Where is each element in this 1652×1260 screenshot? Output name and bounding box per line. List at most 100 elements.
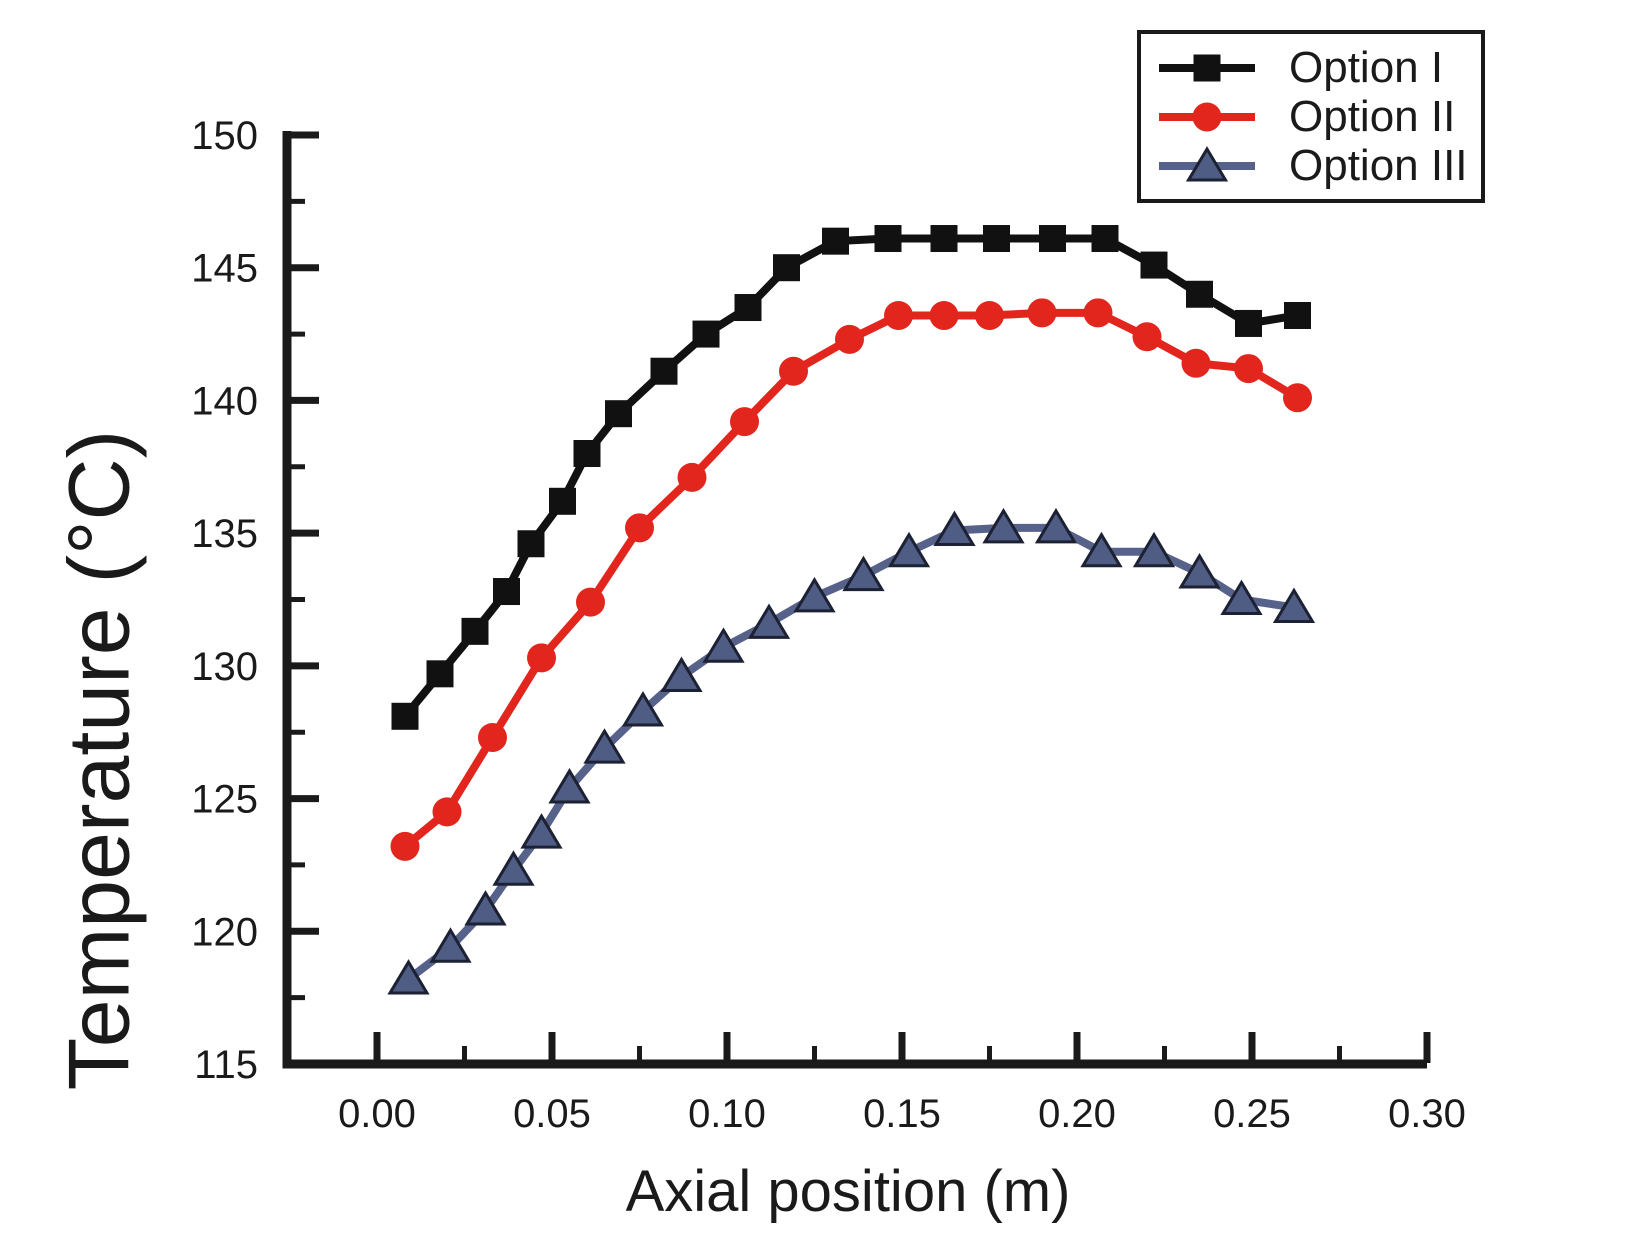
marker-circle	[1027, 298, 1057, 328]
marker-circle	[1083, 298, 1113, 328]
marker-triangle	[1220, 579, 1263, 615]
marker-circle	[884, 300, 913, 330]
series-option-i	[391, 225, 1311, 730]
marker-square	[493, 578, 520, 606]
marker-square	[605, 400, 632, 428]
series-line	[401, 234, 1299, 719]
marker-square	[1091, 225, 1119, 253]
series-option-ii	[390, 298, 1312, 861]
x-tick-label: 0.00	[338, 1092, 416, 1136]
marker-triangle	[1132, 531, 1176, 568]
series-line	[406, 523, 1295, 983]
y-tick-label: 130	[191, 645, 258, 689]
marker-triangle	[583, 728, 626, 764]
marker-circle	[975, 300, 1004, 330]
marker-square	[426, 660, 454, 688]
x-tick-label: 0.15	[863, 1092, 941, 1136]
marker-triangle	[842, 555, 885, 592]
legend-marker-option-ii	[1159, 102, 1255, 131]
legend: Option I Option II Option III	[1137, 30, 1485, 203]
marker-circle	[478, 723, 507, 753]
marker-square	[1284, 301, 1311, 329]
marker-triangle	[1272, 587, 1316, 623]
marker-triangle	[982, 507, 1025, 544]
legend-item: Option II	[1155, 92, 1481, 141]
marker-triangle	[520, 813, 563, 849]
x-axis-title: Axial position (m)	[625, 1159, 1071, 1224]
marker-circle	[1234, 354, 1263, 384]
marker-circle	[390, 831, 420, 861]
y-axis-title: Temperature (°C)	[51, 429, 148, 1091]
x-tick-label: 0.10	[688, 1092, 766, 1136]
marker-square	[549, 487, 576, 515]
marker-circle	[677, 462, 707, 492]
marker-square	[983, 225, 1010, 253]
marker-square	[461, 617, 489, 645]
marker-triangle	[387, 959, 430, 995]
marker-triangle	[887, 531, 931, 568]
y-tick-label: 140	[191, 379, 258, 423]
legend-marker-option-iii	[1159, 145, 1255, 181]
marker-triangle	[702, 627, 745, 663]
marker-triangle	[464, 890, 507, 926]
x-tick-label: 0.30	[1388, 1092, 1466, 1136]
marker-triangle	[492, 850, 535, 886]
legend-label: Option III	[1289, 140, 1468, 190]
marker-circle	[527, 643, 556, 673]
marker-square	[517, 530, 545, 558]
y-tick-label: 115	[194, 1043, 258, 1087]
marker-triangle	[621, 691, 665, 727]
marker-triangle	[1080, 531, 1123, 568]
y-tick-label: 135	[191, 512, 258, 556]
marker-square	[692, 320, 720, 348]
x-tick-label: 0.25	[1213, 1092, 1291, 1136]
marker-triangle	[1178, 553, 1221, 589]
marker-circle	[779, 356, 808, 386]
y-tick-label: 145	[191, 247, 258, 291]
legend-item: Option I	[1155, 43, 1481, 92]
legend-marker-option-i	[1159, 54, 1255, 81]
marker-triangle	[429, 927, 472, 963]
legend-item: Option III	[1155, 141, 1481, 190]
marker-triangle	[933, 510, 976, 546]
marker-square	[1039, 225, 1066, 253]
marker-triangle	[747, 603, 791, 639]
marker-square	[573, 440, 601, 468]
x-tick-label: 0.05	[513, 1092, 591, 1136]
y-tick-label: 125	[191, 778, 258, 822]
marker-circle	[1192, 102, 1222, 131]
marker-circle	[929, 300, 959, 330]
legend-label: Option I	[1289, 42, 1444, 92]
y-tick-label: 150	[191, 114, 258, 158]
marker-square	[734, 294, 762, 322]
marker-circle	[835, 324, 864, 354]
marker-triangle	[1034, 507, 1078, 544]
marker-circle	[730, 407, 759, 437]
series-option-iii	[387, 507, 1316, 995]
marker-circle	[576, 587, 605, 617]
marker-square	[930, 225, 958, 253]
marker-circle	[1283, 383, 1312, 413]
marker-square	[773, 254, 800, 282]
legend-label: Option II	[1289, 91, 1456, 141]
marker-circle	[432, 797, 462, 827]
y-tick-label: 120	[191, 910, 258, 954]
marker-square	[1186, 280, 1213, 308]
marker-square	[1193, 54, 1221, 81]
marker-square	[391, 702, 419, 730]
marker-square	[874, 225, 902, 253]
x-tick-label: 0.20	[1038, 1092, 1116, 1136]
marker-circle	[1132, 322, 1162, 352]
marker-square	[822, 227, 849, 255]
marker-triangle	[660, 656, 703, 692]
marker-square	[1140, 251, 1168, 279]
marker-triangle	[793, 576, 836, 613]
marker-square	[1235, 309, 1262, 337]
marker-circle	[625, 513, 654, 543]
marker-circle	[1181, 348, 1211, 378]
marker-triangle	[1185, 145, 1229, 181]
marker-triangle	[548, 768, 591, 804]
marker-square	[650, 357, 678, 385]
